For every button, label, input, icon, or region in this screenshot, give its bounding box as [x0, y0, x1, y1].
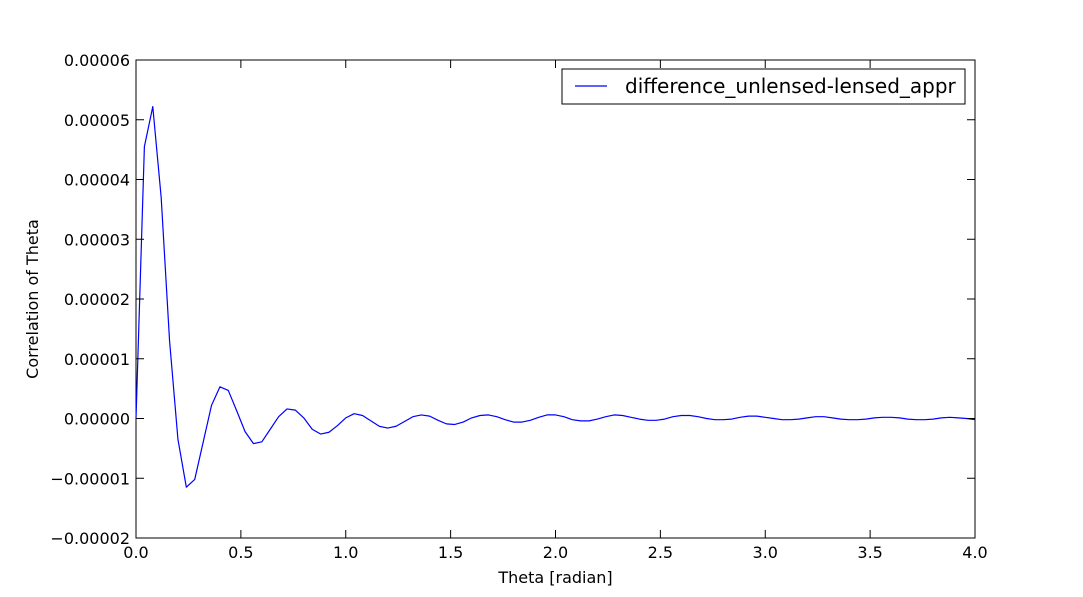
plot-frame: [135, 59, 976, 539]
y-tick-label: 0.00004: [64, 171, 130, 190]
series-layer: [135, 106, 976, 488]
y-tick-label: 0.00003: [64, 230, 130, 249]
y-axis-label: Correlation of Theta: [23, 219, 42, 379]
x-tick-label: 3.5: [857, 543, 882, 562]
y-tick-label: 0.00005: [64, 111, 130, 130]
x-tick-label: 1.5: [438, 543, 463, 562]
legend-box: [561, 68, 966, 105]
y-tick-label: 0.00002: [64, 290, 130, 309]
series-line-0: [135, 106, 976, 488]
x-tick-label: 0.0: [123, 543, 148, 562]
x-tick-label: 4.0: [962, 543, 987, 562]
ticks-layer: 0.0 0.5 1.0 1.5 2.0 2.5 3.0 3.5 4.0 −0.00002 −0.00…: [50, 51, 987, 562]
y-tick-label: −0.00002: [50, 529, 130, 548]
x-tick-label: 2.5: [648, 543, 673, 562]
x-tick-label: 2.0: [543, 543, 568, 562]
legend-entry-label: difference_unlensed-lensed_appr: [625, 74, 957, 98]
plot-area: 0.0 0.5 1.0 1.5 2.0 2.5 3.0 3.5 4.0 −0.00002 −0.00…: [50, 51, 987, 562]
y-tick-label: 0.00001: [64, 350, 130, 369]
x-tick-label: 1.0: [333, 543, 358, 562]
legend: difference_unlensed-lensed_appr: [561, 68, 966, 105]
x-axis-label: Theta [radian]: [497, 568, 612, 587]
y-tick-label: 0.00006: [64, 51, 130, 70]
x-tick-label: 0.5: [228, 543, 253, 562]
y-tick-label: −0.00001: [50, 469, 130, 488]
y-tick-label: 0.00000: [64, 410, 130, 429]
x-tick-label: 3.0: [753, 543, 778, 562]
